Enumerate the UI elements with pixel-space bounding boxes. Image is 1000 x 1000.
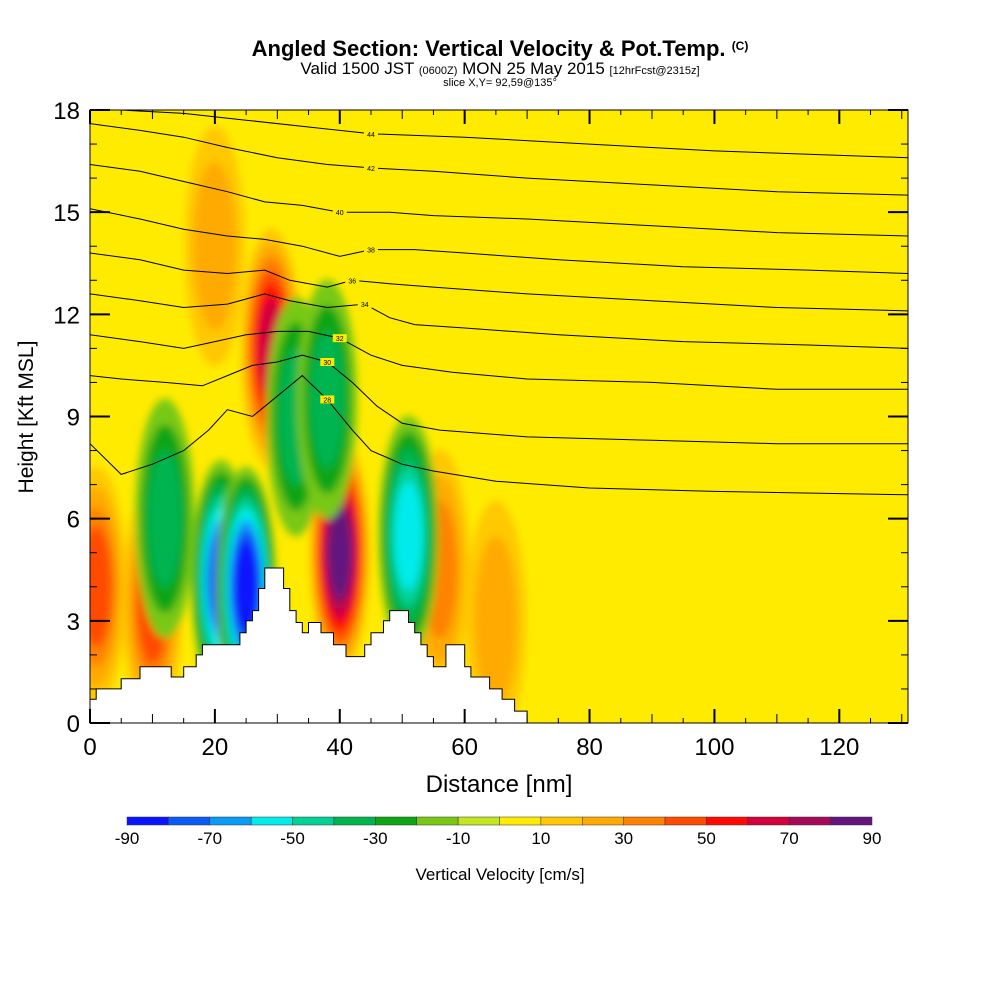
colorbar-segment xyxy=(292,816,335,826)
x-tick-label: 80 xyxy=(576,734,603,761)
theta-contour-line xyxy=(90,374,908,496)
colorbar-tick-label: 70 xyxy=(780,829,799,848)
colorbar-segment xyxy=(582,816,624,826)
colorbar-segment xyxy=(664,816,707,826)
x-tick-label: 0 xyxy=(83,734,96,761)
colorbar-segment xyxy=(375,816,417,826)
theta-contours: 28 30 32 34 36 38 40 42 44 xyxy=(90,110,908,496)
colorbar-segment xyxy=(540,816,583,826)
x-tick-label: 100 xyxy=(694,734,734,761)
theta-contour-line xyxy=(90,252,908,312)
downdraft-cell xyxy=(147,450,183,588)
updraft-cell xyxy=(90,526,112,647)
x-tick-label: 40 xyxy=(326,734,353,761)
chart-subtitle: Valid 1500 JST (0600Z) MON 25 May 2015 [… xyxy=(300,59,700,78)
colorbar-tick-label: -70 xyxy=(197,829,222,848)
colorbar: -90 -70 -50 -30 -10 10 30 50 70 90 xyxy=(115,816,882,848)
y-axis-label: Height [Kft MSL] xyxy=(15,341,38,494)
y-tick-label: 15 xyxy=(53,200,80,227)
colorbar-segment xyxy=(416,816,459,826)
colorbar-segment xyxy=(250,816,293,826)
theta-contour-line xyxy=(90,123,908,196)
colorbar-segment xyxy=(747,816,790,826)
colorbar-tick-label: -30 xyxy=(363,829,388,848)
colorbar-segment xyxy=(830,816,873,826)
theta-contour-label: 38 xyxy=(367,248,375,255)
theta-label-bg xyxy=(363,245,378,254)
colorbar-tick-label: -90 xyxy=(115,829,140,848)
colorbar-segment xyxy=(209,816,252,826)
colorbar-label: Vertical Velocity [cm/s] xyxy=(415,865,584,884)
theta-contour-label: 36 xyxy=(348,278,356,285)
x-tick-label: 120 xyxy=(819,734,859,761)
theta-label-bg xyxy=(363,129,378,138)
chart-slice-label: slice X,Y= 92,59@135° xyxy=(443,77,557,89)
colorbar-tick-label: 50 xyxy=(697,829,716,848)
y-tick-label: 9 xyxy=(67,405,80,432)
terrain xyxy=(90,567,528,723)
theta-contour-line xyxy=(90,208,908,274)
chart-title: Angled Section: Vertical Velocity & Pot.… xyxy=(251,36,749,61)
theta-label-bg xyxy=(345,276,360,285)
theta-label-bg xyxy=(320,395,335,404)
colorbar-tick-label: 90 xyxy=(863,829,882,848)
y-tick-label: 0 xyxy=(67,711,80,738)
theta-label-bg xyxy=(357,300,372,309)
colorbar-segment xyxy=(499,816,542,826)
theta-contour-label: 30 xyxy=(323,360,331,367)
x-axis-label: Distance [nm] xyxy=(426,771,573,798)
colorbar-segment xyxy=(168,816,211,826)
y-tick-label: 3 xyxy=(67,609,80,636)
colorbar-tick-label: -10 xyxy=(446,829,471,848)
theta-label-bg xyxy=(363,163,378,172)
downdraft-cell xyxy=(234,540,258,633)
colorbar-tick-label: 30 xyxy=(614,829,633,848)
x-tick-label: 60 xyxy=(451,734,478,761)
theta-contour-label: 40 xyxy=(336,210,344,217)
colorbar-tick-label: -50 xyxy=(280,829,305,848)
updraft-cell xyxy=(193,162,237,331)
downdraft-cell xyxy=(394,481,423,591)
colorbar-segment xyxy=(457,816,500,826)
theta-contour-label: 32 xyxy=(336,336,344,343)
theta-contour-label: 42 xyxy=(367,166,375,173)
colorbar-segment xyxy=(788,816,831,826)
y-tick-label: 6 xyxy=(67,507,80,534)
colorbar-tick-label: 10 xyxy=(531,829,550,848)
x-tick-label: 20 xyxy=(202,734,229,761)
theta-label-bg xyxy=(332,334,347,343)
colorbar-segment xyxy=(706,816,749,826)
y-tick-label: 18 xyxy=(53,98,80,125)
theta-contour-label: 34 xyxy=(361,302,369,309)
colorbar-segment xyxy=(623,816,666,826)
theta-label-bg xyxy=(320,358,335,367)
colorbar-segment xyxy=(333,816,376,826)
updraft-cell xyxy=(474,536,518,705)
theta-contour-label: 28 xyxy=(323,397,331,404)
updraft-cell xyxy=(327,506,352,599)
theta-contour-label: 44 xyxy=(367,132,375,139)
y-tick-label: 12 xyxy=(53,302,80,329)
theta-label-bg xyxy=(332,208,347,217)
colorbar-segment xyxy=(126,816,169,826)
